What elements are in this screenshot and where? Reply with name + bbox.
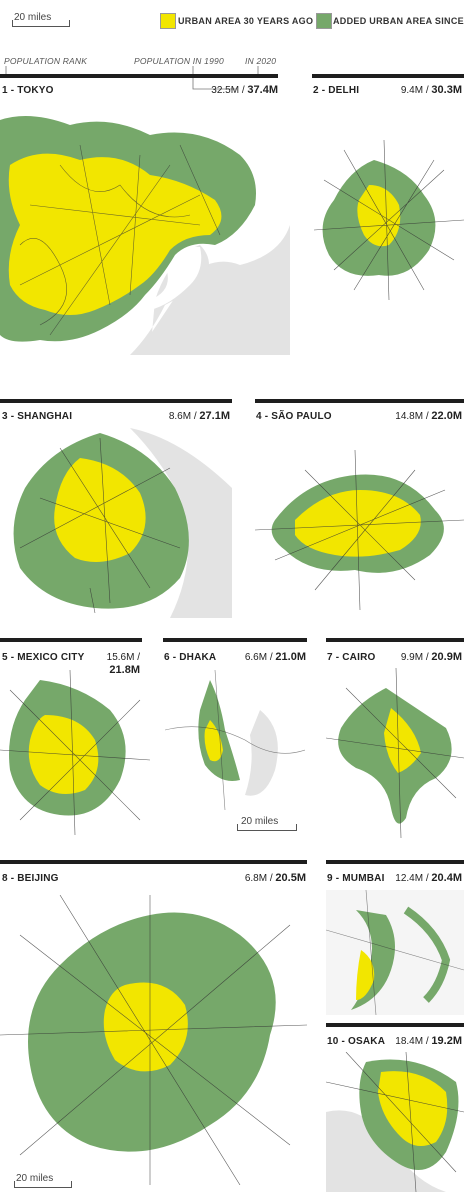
pop-sep-mumbai: /	[425, 873, 429, 884]
pop-sep-osaka: /	[425, 1036, 429, 1047]
pop-2020-sao-paulo: 22.0M	[431, 410, 462, 422]
rule-dhaka	[163, 638, 307, 642]
city-name-osaka: 10 - OSAKA	[327, 1036, 386, 1047]
scale-bar-line-dhaka	[237, 824, 297, 831]
pop-1990-cairo: 9.9M	[400, 652, 424, 663]
legend-swatch-added-urban	[316, 13, 332, 29]
city-name-shanghai: 3 - SHANGHAI	[2, 411, 73, 422]
city-name-beijing: 8 - BEIJING	[2, 873, 59, 884]
pop-2020-mumbai: 20.4M	[431, 872, 462, 884]
pop-sep-beijing: /	[269, 873, 273, 884]
map-cairo	[326, 668, 464, 838]
legend-label-urban-1990: URBAN AREA 30 YEARS AGO	[178, 16, 314, 26]
city-name-cairo: 7 - CAIRO	[327, 652, 376, 663]
map-dhaka	[165, 670, 305, 810]
pop-sep-shanghai: /	[193, 411, 197, 422]
pop-delhi: 9.4M / 30.3M	[401, 84, 462, 96]
rule-delhi	[312, 74, 464, 78]
map-mumbai	[326, 890, 464, 1015]
map-shanghai	[13, 428, 232, 618]
scale-bar-dhaka: 20 miles	[237, 816, 297, 831]
pop-sep-cairo: /	[425, 652, 429, 663]
pop-2020-beijing: 20.5M	[275, 872, 306, 884]
scale-bar-top: 20 miles	[12, 12, 70, 27]
pop-1990-osaka: 18.4M	[395, 1036, 424, 1047]
map-mexico-city	[0, 670, 150, 835]
key-leader-lines	[5, 66, 259, 90]
pop-2020-dhaka: 21.0M	[275, 651, 306, 663]
pop-1990-mexico-city: 15.6M	[106, 652, 135, 663]
city-name-mumbai: 9 - MUMBAI	[327, 873, 385, 884]
pop-osaka: 18.4M / 19.2M	[395, 1035, 462, 1047]
scale-label-dhaka: 20 miles	[241, 816, 279, 827]
pop-1990-beijing: 6.8M	[244, 873, 268, 884]
pop-sep-delhi: /	[425, 85, 429, 96]
scale-bar-line	[12, 20, 70, 27]
pop-2020-shanghai: 27.1M	[199, 410, 230, 422]
pop-sep-sao-paulo: /	[425, 411, 429, 422]
pop-1990-delhi: 9.4M	[400, 85, 424, 96]
rule-shanghai	[0, 399, 232, 403]
rule-cairo	[326, 638, 464, 642]
city-name-tokyo: 1 - TOKYO	[2, 85, 54, 96]
legend-swatch-urban-1990	[160, 13, 176, 29]
key-population-rank: POPULATION RANK	[4, 56, 88, 66]
map-osaka	[326, 1052, 464, 1192]
pop-2020-osaka: 19.2M	[431, 1035, 462, 1047]
pop-1990-shanghai: 8.6M	[168, 411, 192, 422]
scale-label-beijing: 20 miles	[16, 1173, 54, 1184]
pop-2020-cairo: 20.9M	[431, 651, 462, 663]
pop-sep-dhaka: /	[269, 652, 273, 663]
pop-sep-tokyo: /	[241, 85, 245, 96]
key-population-1990: POPULATION IN 1990	[134, 56, 224, 66]
scale-bar-line-beijing	[14, 1181, 72, 1188]
pop-tokyo: 32.5M / 37.4M	[211, 84, 278, 96]
city-name-delhi: 2 - DELHI	[313, 85, 360, 96]
city-name-mexico-city: 5 - MEXICO CITY	[2, 652, 85, 663]
pop-1990-tokyo: 32.5M	[211, 85, 240, 96]
rule-beijing	[0, 860, 307, 864]
pop-2020-mexico-city: 21.8M	[109, 664, 140, 676]
pop-1990-mumbai: 12.4M	[395, 873, 424, 884]
city-name-sao-paulo: 4 - SÃO PAULO	[256, 411, 332, 422]
map-beijing	[0, 895, 307, 1185]
rule-tokyo	[0, 74, 278, 78]
pop-cairo: 9.9M / 20.9M	[401, 651, 462, 663]
pop-beijing: 6.8M / 20.5M	[245, 872, 306, 884]
map-sao-paulo	[255, 450, 464, 610]
pop-2020-delhi: 30.3M	[431, 84, 462, 96]
legend-label-added-urban: ADDED URBAN AREA SINCE	[333, 16, 464, 26]
map-delhi	[314, 140, 464, 300]
rule-osaka	[326, 1023, 464, 1027]
map-tokyo	[0, 116, 290, 355]
pop-mexico-city: 15.6M /21.8M	[104, 651, 140, 677]
scale-bar-beijing: 20 miles	[14, 1173, 72, 1188]
rule-mumbai	[326, 860, 464, 864]
pop-1990-sao-paulo: 14.8M	[395, 411, 424, 422]
city-name-dhaka: 6 - DHAKA	[164, 652, 217, 663]
pop-sep-mexico-city: /	[137, 652, 140, 663]
pop-sao-paulo: 14.8M / 22.0M	[395, 410, 462, 422]
rule-mexico-city	[0, 638, 142, 642]
rule-sao-paulo	[255, 399, 464, 403]
pop-2020-tokyo: 37.4M	[247, 84, 278, 96]
pop-mumbai: 12.4M / 20.4M	[395, 872, 462, 884]
key-population-2020: IN 2020	[245, 56, 277, 66]
pop-shanghai: 8.6M / 27.1M	[169, 410, 230, 422]
scale-label: 20 miles	[14, 12, 52, 23]
pop-dhaka: 6.6M / 21.0M	[245, 651, 306, 663]
pop-1990-dhaka: 6.6M	[244, 652, 268, 663]
